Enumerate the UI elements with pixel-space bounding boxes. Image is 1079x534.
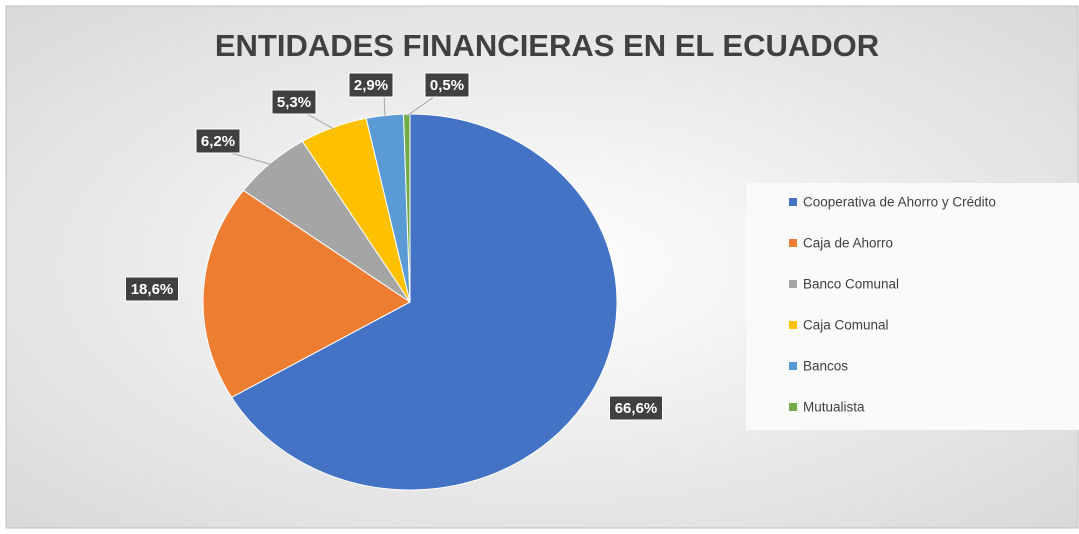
data-label-box	[125, 276, 179, 302]
legend-swatch	[789, 280, 797, 288]
data-label: 66,6%	[615, 400, 658, 417]
data-label: 2,9%	[354, 77, 388, 94]
legend-label: Mutualista	[803, 400, 865, 415]
data-label-box	[609, 395, 663, 421]
pie-slice	[202, 189, 411, 399]
legend-label: Banco Comunal	[803, 277, 899, 292]
legend-swatch	[789, 403, 797, 411]
leader-line	[383, 96, 386, 118]
data-label-box	[348, 72, 394, 98]
data-label: 0,5%	[430, 77, 464, 94]
leader-line	[231, 152, 272, 166]
data-label: 18,6%	[131, 281, 174, 298]
data-label-box	[271, 89, 317, 115]
legend-label: Cooperativa de Ahorro y Crédito	[803, 195, 996, 210]
chart-title: ENTIDADES FINANCIERAS EN EL ECUADOR	[215, 28, 879, 63]
data-label: 5,3%	[277, 94, 311, 111]
data-label: 6,2%	[201, 133, 235, 150]
legend-swatch	[789, 321, 797, 329]
data-label-box	[195, 128, 241, 154]
legend-box	[746, 183, 1079, 430]
legend-label: Caja de Ahorro	[803, 236, 893, 251]
legend-swatch	[789, 362, 797, 370]
legend-label: Bancos	[803, 359, 848, 374]
leader-line	[406, 96, 435, 117]
legend-swatch	[789, 198, 797, 206]
data-label-box	[424, 72, 470, 98]
pie-slice	[230, 113, 618, 491]
leader-line	[306, 113, 335, 130]
legend-swatch	[789, 239, 797, 247]
legend-label: Caja Comunal	[803, 318, 889, 333]
